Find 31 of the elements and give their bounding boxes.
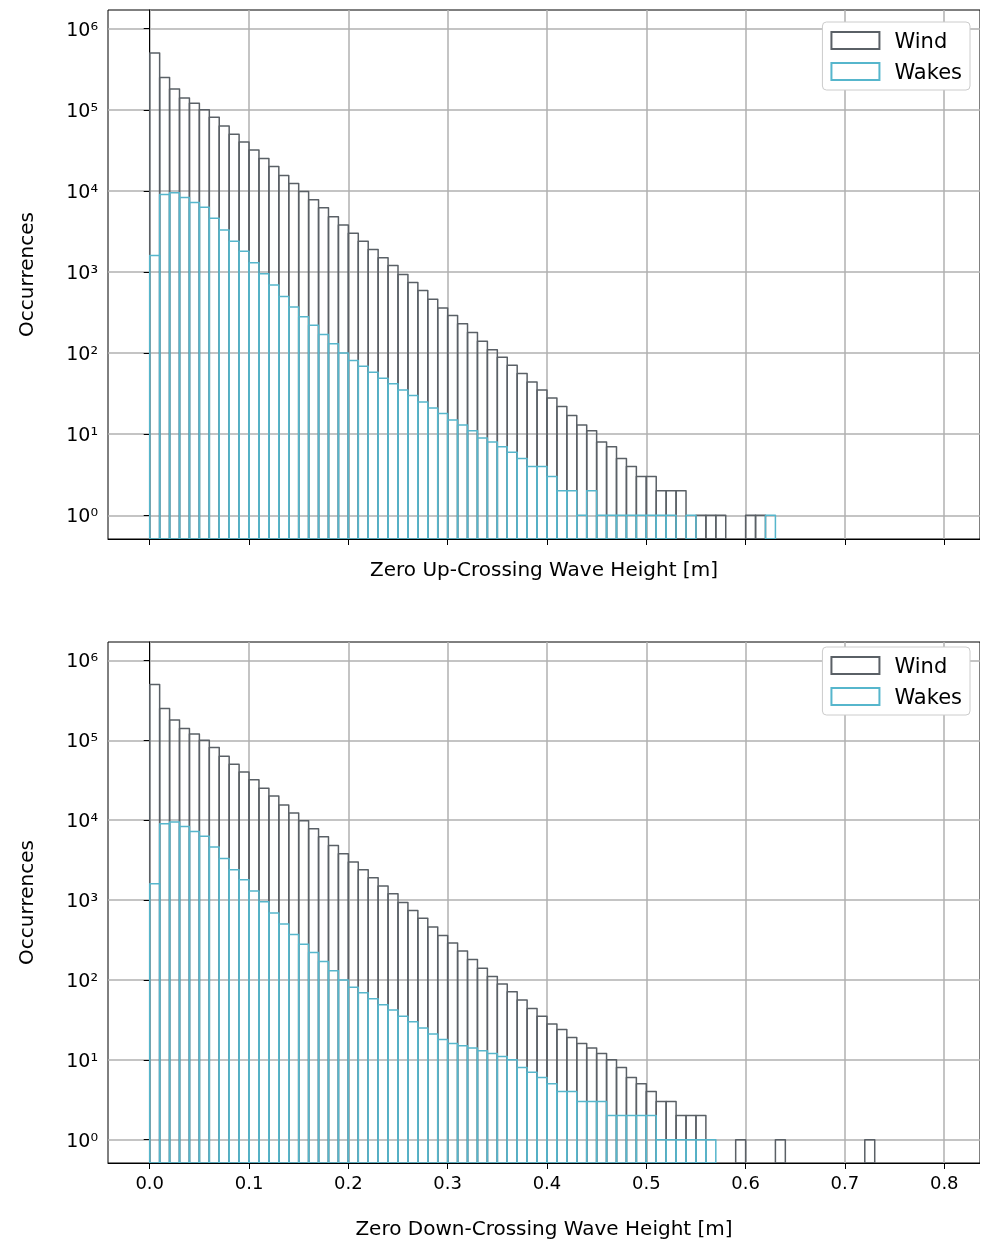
y-tick-label: 10⁰ bbox=[66, 1128, 98, 1151]
legend-label: Wind bbox=[894, 653, 948, 678]
x-tick-label: 0.4 bbox=[532, 1171, 562, 1193]
x-axis-title: Zero Up-Crossing Wave Height [m] bbox=[370, 557, 718, 581]
y-tick-label: 10⁴ bbox=[66, 809, 99, 832]
y-tick-label: 10⁵ bbox=[66, 729, 98, 752]
x-axis-title: Zero Down-Crossing Wave Height [m] bbox=[355, 1216, 733, 1240]
x-tick-label: 0.1 bbox=[234, 1171, 264, 1193]
x-tick-label: 0.6 bbox=[731, 1171, 760, 1193]
y-tick-label: 10⁵ bbox=[66, 98, 98, 121]
x-tick-label: 0.7 bbox=[830, 1171, 860, 1193]
y-tick-label: 10² bbox=[66, 342, 98, 365]
y-tick-label: 10² bbox=[66, 968, 98, 991]
y-tick-label: 10¹ bbox=[66, 1048, 98, 1071]
y-tick-label: 10³ bbox=[66, 260, 98, 283]
y-axis-title: Occurrences bbox=[14, 212, 38, 337]
y-tick-label: 10⁴ bbox=[66, 179, 99, 202]
y-tick-label: 10¹ bbox=[66, 423, 98, 446]
y-axis-title: Occurrences bbox=[14, 840, 38, 965]
x-tick-label: 0.8 bbox=[929, 1171, 959, 1193]
legend-label: Wakes bbox=[894, 684, 963, 709]
y-tick-label: 10⁶ bbox=[66, 17, 98, 40]
y-tick-label: 10⁶ bbox=[66, 649, 98, 672]
x-tick-label: 0.3 bbox=[433, 1171, 462, 1193]
x-tick-label: 0.0 bbox=[135, 1171, 165, 1193]
y-tick-label: 10⁰ bbox=[66, 504, 98, 527]
legend-label: Wakes bbox=[894, 59, 963, 84]
x-tick-label: 0.2 bbox=[334, 1171, 363, 1193]
y-tick-label: 10³ bbox=[66, 889, 98, 912]
x-tick-label: 0.5 bbox=[631, 1171, 661, 1193]
legend-label: Wind bbox=[894, 28, 948, 53]
